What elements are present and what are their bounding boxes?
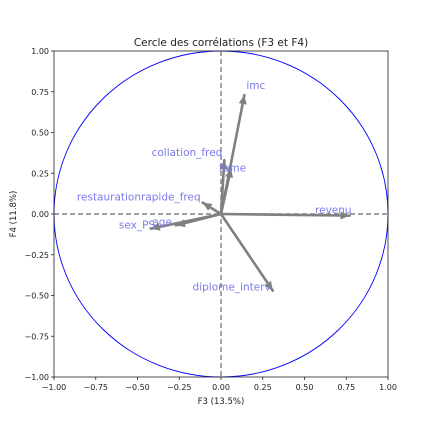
variable-label: age: [152, 216, 172, 228]
x-tick-label: −0.50: [125, 383, 150, 392]
x-tick-label: 0.50: [296, 383, 314, 392]
y-tick-label: −1.00: [24, 373, 49, 382]
variable-label: collation_freq: [152, 147, 223, 159]
x-tick-label: 0.25: [254, 383, 272, 392]
x-axis: −1.00 −0.75 −0.50 −0.25 0.00 0.25 0.50 0.75 1.00: [42, 377, 397, 392]
y-tick-label: −0.75: [24, 332, 49, 341]
x-tick-label: 0.75: [337, 383, 355, 392]
arrow-collation-freq: collation_freq: [152, 147, 228, 214]
arrow-shaft: [221, 214, 273, 291]
variable-label: revenu: [315, 205, 352, 217]
y-tick-label: −0.50: [24, 292, 49, 301]
variable-label: diplome_interv: [193, 282, 271, 294]
variable-label: imc: [246, 80, 265, 92]
x-tick-label: 0.00: [212, 383, 230, 392]
arrow-diplome-interv: diplome_interv: [193, 214, 273, 294]
x-tick-label: −0.25: [167, 383, 192, 392]
arrow-revenu: revenu: [221, 205, 352, 220]
x-axis-label: F3 (13.5%): [198, 397, 245, 407]
variable-label: fume: [219, 162, 246, 174]
x-tick-label: −1.00: [42, 383, 67, 392]
x-tick-label: 1.00: [379, 383, 397, 392]
x-tick-label: −0.75: [83, 383, 108, 392]
y-axis-label: F4 (11.8%): [9, 191, 19, 238]
y-axis: −1.00 −0.75 −0.50 −0.25 0.00 0.25 0.50 0.75 1.00: [24, 47, 54, 382]
arrow-imc: imc: [221, 80, 266, 214]
chart-title: Cercle des corrélations (F3 et F4): [134, 37, 308, 49]
variable-label: restaurationrapide_freq: [77, 192, 201, 204]
y-tick-label: 0.75: [31, 88, 49, 97]
y-tick-label: 0.00: [31, 210, 49, 219]
y-tick-label: 0.50: [31, 129, 49, 138]
y-tick-label: 1.00: [31, 47, 49, 56]
y-tick-label: 0.25: [31, 169, 49, 178]
variable-label: sex_PS: [119, 220, 156, 232]
y-tick-label: −0.25: [24, 251, 49, 260]
arrow-restaurationrapide-freq: restaurationrapide_freq: [77, 192, 221, 214]
